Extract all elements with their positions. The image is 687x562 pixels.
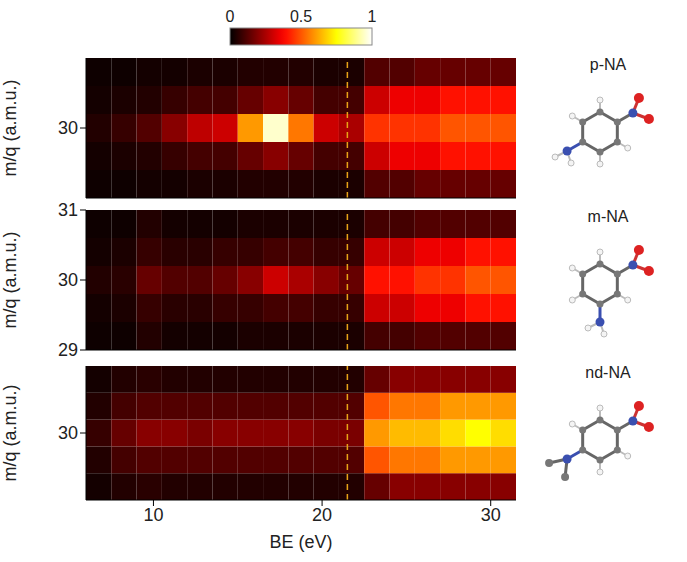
svg-text:30: 30 — [481, 505, 501, 525]
svg-text:29: 29 — [58, 340, 78, 360]
svg-text:20: 20 — [312, 505, 332, 525]
svg-text:p-NA: p-NA — [590, 56, 627, 73]
svg-text:m/q (a.m.u.): m/q (a.m.u.) — [0, 231, 20, 328]
svg-text:30: 30 — [58, 270, 78, 290]
svg-text:0: 0 — [226, 8, 235, 25]
svg-text:nd-NA: nd-NA — [585, 364, 631, 381]
svg-text:30: 30 — [58, 118, 78, 138]
svg-text:10: 10 — [143, 505, 163, 525]
svg-text:30: 30 — [58, 423, 78, 443]
svg-text:31: 31 — [58, 200, 78, 220]
svg-text:BE (eV): BE (eV) — [269, 532, 332, 552]
svg-text:m-NA: m-NA — [588, 208, 629, 225]
svg-text:0.5: 0.5 — [290, 8, 312, 25]
svg-text:1: 1 — [368, 8, 377, 25]
svg-text:m/q (a.m.u.): m/q (a.m.u.) — [0, 79, 20, 176]
svg-text:m/q (a.m.u.): m/q (a.m.u.) — [0, 384, 20, 481]
